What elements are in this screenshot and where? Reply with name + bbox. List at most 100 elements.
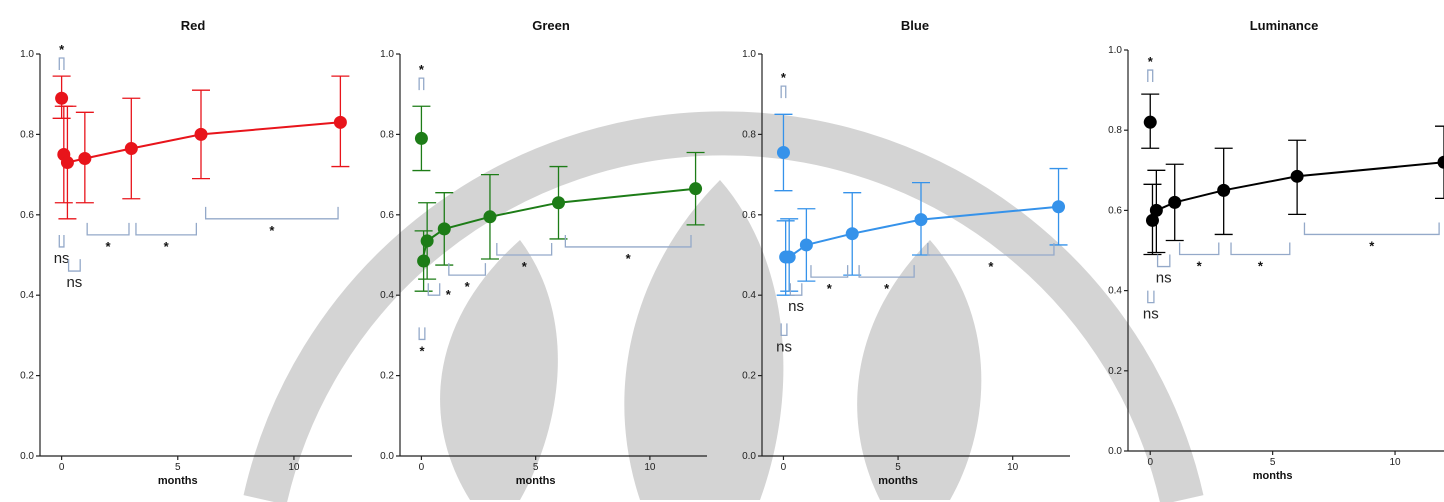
significance-star: * [884,281,890,296]
data-point [782,250,796,264]
significance-bracket [418,77,425,91]
y-tick-label: 0.2 [742,371,756,382]
x-tick-label: 0 [419,462,425,473]
data-point [1149,203,1163,217]
x-tick-label: 0 [59,462,65,473]
significance-ns: ns [54,250,70,267]
x-axis-label: months [878,475,918,487]
data-point [1143,115,1157,129]
data-point [1168,195,1182,209]
significance-bracket [789,283,803,296]
significance-bracket [780,85,787,99]
significance-bracket [135,222,198,236]
data-point [799,238,813,252]
significance-bracket [58,57,65,71]
significance-ns: ns [1143,306,1159,323]
significance-star: * [419,343,425,358]
data-point [1217,183,1231,197]
data-point [914,213,928,227]
significance-bracket [780,323,788,337]
significance-bracket [1303,222,1440,236]
y-tick-label: 0.8 [380,129,394,140]
y-tick-label: 0.2 [380,371,394,382]
significance-star: * [465,279,471,294]
y-tick-label: 1.0 [20,49,34,60]
y-tick-label: 0.8 [20,129,34,140]
significance-star: * [446,287,452,302]
significance-bracket [927,243,1055,256]
y-tick-label: 0.6 [742,210,756,221]
y-tick-label: 0.0 [380,451,394,462]
significance-star: * [164,239,170,254]
data-point [124,141,138,155]
y-tick-label: 1.0 [380,49,394,60]
significance-bracket [1156,254,1171,268]
x-tick-label: 10 [288,462,300,473]
y-tick-label: 0.2 [1108,366,1122,377]
data-point [552,196,565,210]
significance-bracket [204,206,339,220]
significance-star: * [988,259,994,274]
y-tick-label: 0.4 [380,290,394,301]
significance-star: * [626,251,632,266]
significance-ns: ns [788,298,804,315]
data-point [194,127,208,141]
data-point [333,115,347,129]
significance-star: * [106,239,112,254]
x-tick-label: 5 [895,462,901,473]
significance-star: * [1258,259,1264,274]
significance-bracket [58,234,65,248]
x-tick-label: 5 [175,462,181,473]
data-point [55,91,69,105]
data-point [776,145,790,159]
data-point [689,182,703,196]
data-point [420,234,434,248]
data-point [60,156,74,170]
significance-bracket [448,263,487,276]
significance-bracket [86,222,130,236]
chart-title: Blue [901,18,929,33]
x-axis-label: months [516,475,556,487]
significance-bracket [1147,290,1155,304]
data-point [483,210,497,224]
significance-bracket [1147,69,1154,83]
significance-bracket [1178,242,1220,256]
significance-bracket [858,265,915,278]
x-axis-label: months [1253,470,1293,482]
y-tick-label: 0.6 [380,210,394,221]
y-tick-label: 1.0 [1108,45,1122,56]
data-point [845,227,859,241]
significance-bracket [427,283,441,296]
data-point [417,254,431,268]
significance-star: * [59,42,65,57]
y-tick-label: 0.8 [1108,125,1122,136]
watermark-logo [243,111,1204,502]
significance-star: * [269,223,275,238]
data-point [1052,200,1066,214]
chart-panel-luminance: Luminance 0.0 0.2 0.4 0.6 0.8 1.0 0 5 10 months * ns… [1108,18,1444,482]
x-tick-label: 10 [1389,457,1401,468]
chart-panel-blue: Blue 0.0 0.2 0.4 0.6 0.8 1.0 0 5 10 months * ns ns * * * [742,18,1070,487]
significance-bracket [418,327,426,341]
significance-bracket [1230,242,1291,256]
significance-star: * [1369,238,1375,253]
x-axis-label: months [158,475,198,487]
chart-panel-green: Green 0.0 0.2 0.4 0.6 0.8 1.0 0 5 10 months * * * * * * [380,18,707,487]
significance-star: * [1148,54,1154,69]
significance-star: * [781,70,787,85]
y-tick-label: 0.0 [1108,446,1122,457]
x-tick-label: 10 [644,462,656,473]
x-tick-label: 5 [1270,457,1276,468]
significance-ns: ns [66,274,82,291]
y-tick-label: 0.4 [1108,286,1122,297]
x-tick-label: 5 [533,462,539,473]
x-tick-label: 0 [781,462,787,473]
x-tick-label: 10 [1007,462,1019,473]
data-point [1437,155,1444,169]
significance-bracket [564,234,692,248]
significance-ns: ns [1156,270,1172,287]
data-point [437,222,451,236]
y-tick-label: 0.4 [20,290,34,301]
significance-star: * [419,62,425,77]
